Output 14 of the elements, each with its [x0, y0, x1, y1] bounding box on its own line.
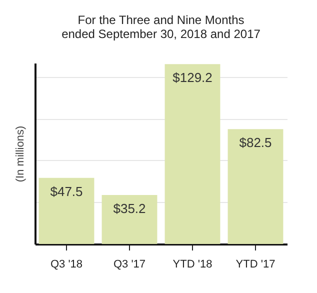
chart-title: For the Three and Nine Months ended September 30, 2018 and 2017: [62, 13, 261, 41]
data-label: $82.5: [239, 135, 272, 150]
x-tick-label: Q3 '18: [50, 258, 83, 270]
data-label: $47.5: [50, 184, 83, 199]
x-tick-label: YTD '18: [172, 258, 212, 270]
data-label: $35.2: [113, 200, 146, 216]
bar: [38, 178, 94, 244]
bar: [102, 194, 158, 244]
bar: [228, 129, 284, 244]
x-tick-label: Q3 '17: [113, 258, 146, 270]
data-label: $129.2: [172, 70, 212, 86]
bar: [164, 64, 220, 244]
y-axis-title: (In millions): [14, 126, 26, 182]
x-tick-label: YTD '17: [236, 258, 276, 270]
